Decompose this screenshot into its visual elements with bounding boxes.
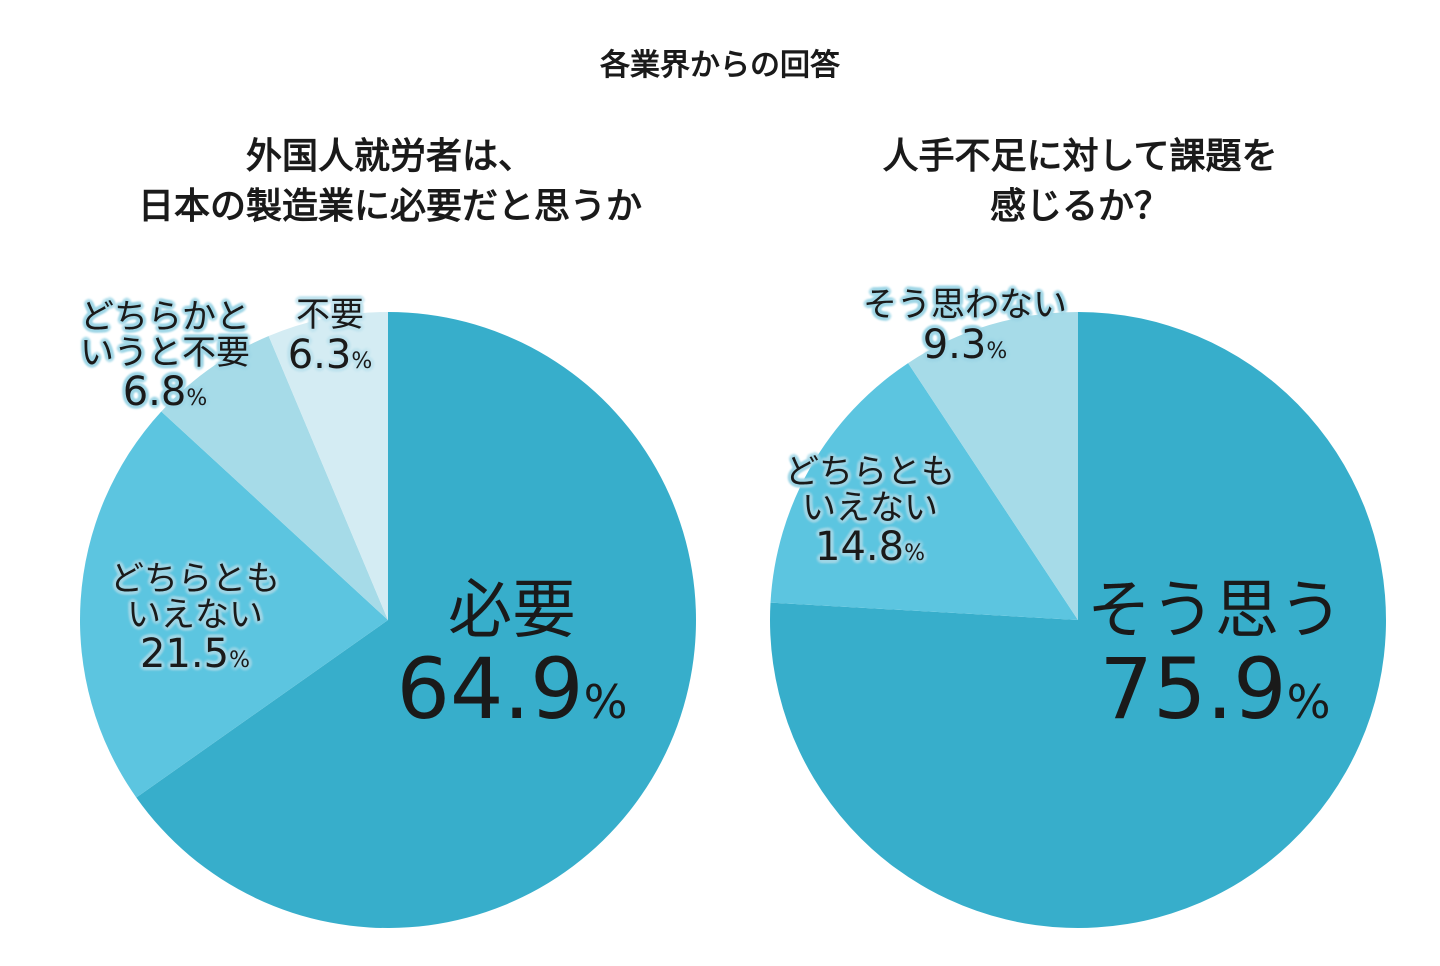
slice-label-line: どちらとも (785, 452, 955, 492)
chart-title-line: 感じるか？ (989, 186, 1170, 227)
slice-label: そう思わない 9.3% (863, 285, 1067, 366)
slice-value-unit: % (904, 541, 925, 567)
slice-value: 14.8% (785, 526, 955, 568)
slice-label: どちらとも いえない 21.5% (110, 559, 280, 675)
slice-value-unit: % (229, 648, 250, 674)
slice-value-unit: % (186, 386, 208, 412)
chart-title-line: 人手不足に対して課題を (882, 136, 1278, 177)
slice-value-number: 64.9 (396, 640, 584, 739)
slice-label-line: どちらかと (80, 297, 250, 337)
slice-value-unit: % (986, 338, 1008, 364)
slice-value-number: 21.5 (140, 631, 230, 678)
slice-value-unit: % (583, 675, 628, 730)
slice-value-unit: % (351, 348, 373, 374)
slice-label: どちらとも いえない 14.8% (785, 452, 955, 568)
slice-value-number: 14.8 (815, 524, 905, 571)
slice-value-number: 9.3 (922, 321, 987, 368)
pie-slice (268, 312, 388, 620)
slice-value: 6.8% (80, 371, 250, 413)
pie-slice (161, 336, 388, 620)
slice-value: 64.9% (397, 645, 628, 733)
slice-label-line: 不要 (296, 295, 364, 335)
slice-value-unit: % (1286, 675, 1331, 730)
slice-label-line: そう思う (1087, 574, 1343, 648)
slice-label: 必要 64.9% (397, 574, 628, 733)
slice-label-line: そう思わない (863, 285, 1067, 325)
slice-label-line: いえない (127, 594, 263, 635)
pie-slice (770, 363, 1078, 620)
slice-label: どちらかと いうと不要 6.8% (80, 297, 250, 413)
pie-slice (908, 312, 1078, 620)
pie-slice (136, 312, 697, 929)
slice-label-line: どちらとも (110, 559, 280, 599)
slice-value-number: 6.3 (287, 331, 352, 378)
slice-label-line: 必要 (447, 574, 576, 648)
slice-label: 不要 6.3% (288, 295, 373, 376)
slice-value: 9.3% (863, 324, 1067, 366)
chart-title-line: 日本の製造業に必要だと思うか (137, 186, 642, 227)
pie-slice (80, 411, 388, 798)
slice-label-line: いうと不要 (80, 332, 250, 373)
slice-label-line: いえない (802, 487, 938, 528)
slice-value: 75.9% (1087, 645, 1343, 733)
slice-value: 21.5% (110, 633, 280, 675)
slice-value-number: 75.9 (1099, 640, 1287, 739)
chart-title-left: 外国人就労者は、 日本の製造業に必要だと思うか (60, 132, 720, 232)
slice-label: そう思う 75.9% (1087, 574, 1343, 733)
slice-value: 6.3% (288, 334, 373, 376)
chart-title-line: 外国人就労者は、 (245, 136, 534, 177)
figure-title: 各業界からの回答 (600, 48, 840, 83)
slice-value-number: 6.8 (122, 369, 187, 416)
chart-title-right: 人手不足に対して課題を 感じるか？ (760, 132, 1400, 232)
